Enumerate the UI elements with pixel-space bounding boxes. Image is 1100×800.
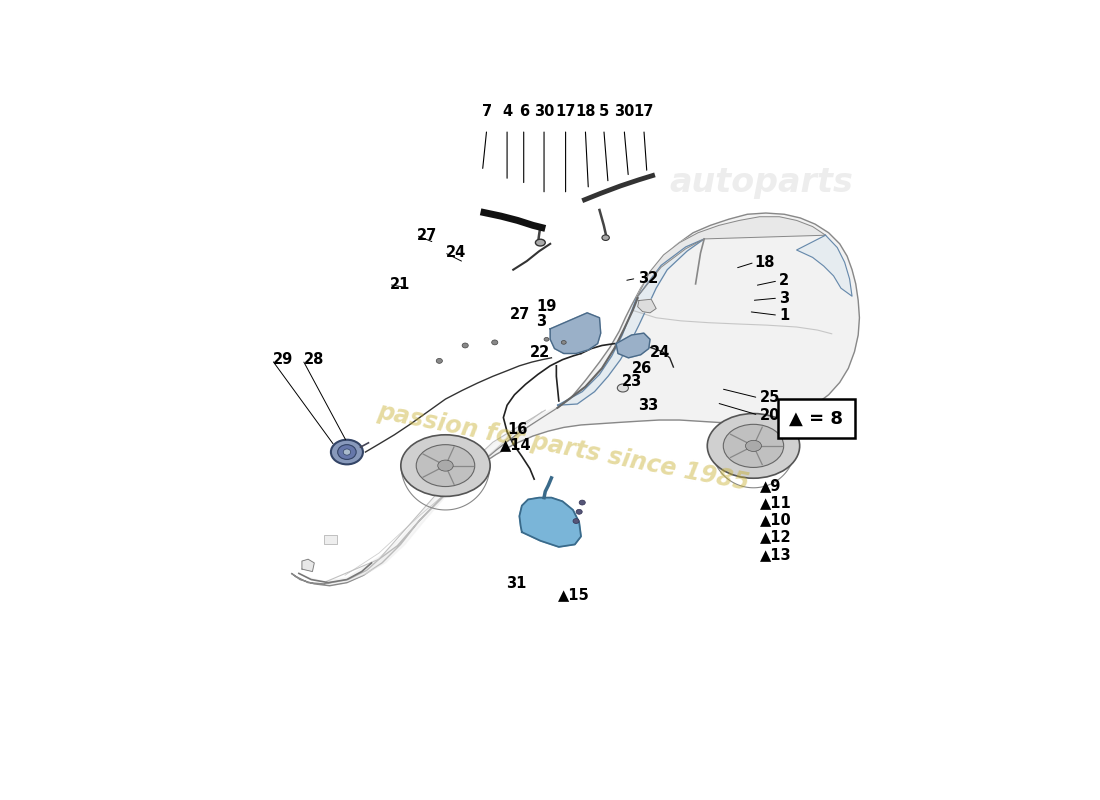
Ellipse shape — [343, 449, 351, 455]
Text: 17: 17 — [556, 105, 575, 119]
Polygon shape — [558, 239, 704, 406]
Text: 29: 29 — [273, 352, 294, 367]
Ellipse shape — [573, 518, 579, 523]
Text: 3: 3 — [536, 314, 547, 329]
Ellipse shape — [536, 239, 546, 246]
Text: 28: 28 — [304, 352, 324, 367]
Ellipse shape — [400, 435, 491, 496]
Text: 18: 18 — [755, 255, 775, 270]
Polygon shape — [301, 559, 315, 571]
Text: 3: 3 — [779, 290, 790, 306]
Polygon shape — [637, 217, 825, 298]
FancyBboxPatch shape — [778, 399, 855, 438]
Polygon shape — [519, 498, 581, 547]
Polygon shape — [616, 333, 650, 358]
Text: ▲ = 8: ▲ = 8 — [790, 410, 844, 428]
Text: 1: 1 — [779, 308, 790, 322]
Text: 27: 27 — [510, 306, 530, 322]
Text: 25: 25 — [760, 390, 780, 406]
Ellipse shape — [602, 235, 609, 241]
Text: 23: 23 — [621, 374, 642, 390]
Text: ▲15: ▲15 — [558, 587, 590, 602]
Text: 2: 2 — [779, 274, 790, 288]
Ellipse shape — [438, 460, 453, 471]
Polygon shape — [292, 213, 859, 586]
Text: 30: 30 — [534, 105, 554, 119]
Text: 16: 16 — [507, 422, 528, 438]
Text: 18: 18 — [575, 105, 595, 119]
Text: 24: 24 — [446, 245, 465, 260]
Ellipse shape — [561, 341, 566, 344]
Text: passion for parts since 1985: passion for parts since 1985 — [376, 399, 751, 495]
Text: 5: 5 — [598, 105, 609, 119]
Polygon shape — [305, 407, 557, 582]
Text: ▲12: ▲12 — [760, 530, 791, 545]
Polygon shape — [550, 313, 601, 354]
Ellipse shape — [576, 510, 582, 514]
Ellipse shape — [746, 440, 761, 451]
Text: ▲10: ▲10 — [760, 512, 791, 527]
Text: 22: 22 — [530, 345, 550, 360]
Text: ▲9: ▲9 — [760, 478, 781, 493]
Text: ▲13: ▲13 — [760, 547, 791, 562]
Ellipse shape — [544, 338, 549, 341]
Bar — [323, 534, 337, 545]
Text: 30: 30 — [614, 105, 635, 119]
Text: 7: 7 — [482, 105, 492, 119]
Text: 24: 24 — [650, 345, 670, 360]
Ellipse shape — [416, 445, 475, 486]
Ellipse shape — [331, 440, 363, 464]
Ellipse shape — [707, 414, 800, 478]
Ellipse shape — [462, 343, 469, 348]
Text: 6: 6 — [518, 105, 529, 119]
Text: 17: 17 — [634, 105, 654, 119]
Ellipse shape — [579, 500, 585, 505]
Text: 19: 19 — [536, 299, 557, 314]
Ellipse shape — [492, 340, 498, 345]
Text: ▲11: ▲11 — [760, 495, 791, 510]
Ellipse shape — [437, 358, 442, 363]
Text: 33: 33 — [638, 398, 658, 413]
Ellipse shape — [338, 445, 356, 459]
Text: 26: 26 — [631, 361, 652, 376]
Text: 31: 31 — [506, 576, 526, 591]
Text: 32: 32 — [638, 271, 658, 286]
Text: 27: 27 — [417, 228, 438, 242]
Text: autoparts: autoparts — [669, 166, 852, 198]
Polygon shape — [796, 235, 852, 296]
Text: 4: 4 — [502, 105, 513, 119]
Text: 21: 21 — [390, 277, 410, 292]
Text: ▲14: ▲14 — [499, 437, 531, 452]
Ellipse shape — [617, 384, 628, 392]
Ellipse shape — [724, 424, 783, 467]
Polygon shape — [638, 299, 656, 313]
Text: 20: 20 — [760, 407, 780, 422]
